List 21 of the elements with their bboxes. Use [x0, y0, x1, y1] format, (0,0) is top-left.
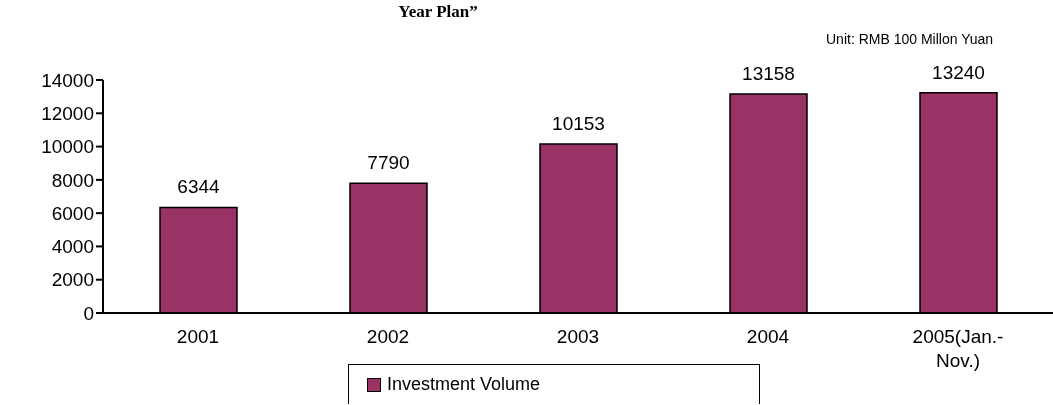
x-tick-label: 2001	[176, 326, 220, 347]
data-label: 13240	[932, 61, 985, 83]
y-tick-label: 8000	[51, 169, 94, 191]
legend-label: Investment Volume	[386, 374, 541, 395]
y-tick-label: 14000	[41, 69, 94, 91]
data-label: 6344	[177, 176, 221, 198]
chart-title: Year Plan”	[397, 2, 479, 22]
text: Unit: RMB 100 Millon Yuan	[826, 30, 995, 49]
y-tick-label: 12000	[41, 103, 94, 125]
y-tick-label: 0	[83, 302, 94, 324]
x-tick-label: 2005(Jan.-Nov.)	[912, 326, 1004, 371]
data-label: 7790	[367, 152, 410, 174]
y-tick-label: 10000	[41, 136, 94, 158]
x-tick-label: 2003	[556, 326, 600, 347]
y-tick-label: 6000	[51, 202, 94, 224]
y-tick-label: 2000	[51, 269, 94, 291]
data-label: 10153	[552, 113, 605, 135]
data-label: 13158	[742, 63, 795, 85]
x-tick-label: 2002	[366, 326, 410, 347]
x-tick-label: 2004	[746, 326, 790, 347]
y-tick-label: 4000	[51, 236, 94, 258]
